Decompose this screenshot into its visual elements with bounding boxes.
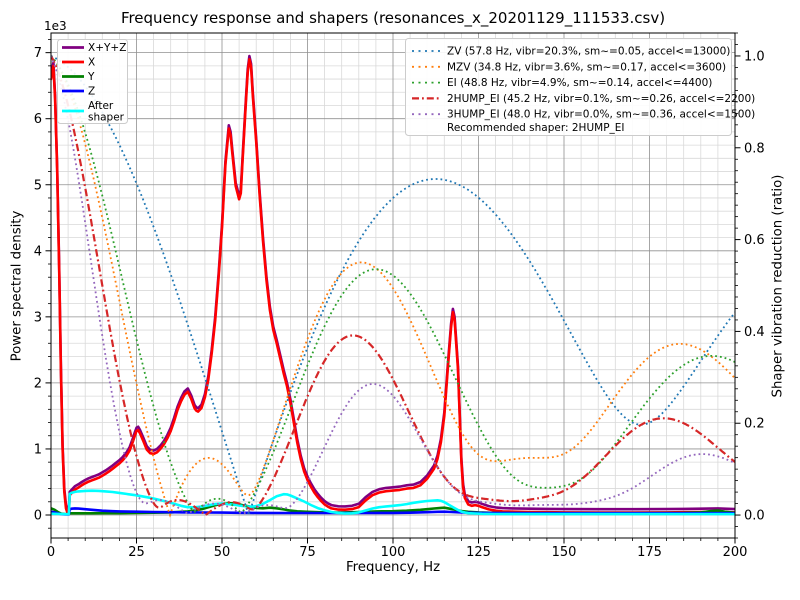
- left-y-tick-label: 0: [34, 509, 42, 524]
- legend-item-label: shaper: [88, 112, 125, 124]
- left-y-tick-label: 4: [34, 244, 42, 259]
- x-tick-label: 125: [466, 545, 491, 560]
- legend-item-label: X: [88, 57, 95, 69]
- x-tick-label: 100: [381, 545, 406, 560]
- shaper-legend: ZV (57.8 Hz, vibr=20.3%, sm~=0.05, accel…: [405, 38, 755, 136]
- right-y-axis-label: Shaper vibration reduction (ratio): [770, 174, 786, 398]
- shaper-curve-3hump_ei: [51, 55, 735, 515]
- psd-curve-after-shaper: [51, 489, 735, 516]
- legend-item-label: MZV (34.8 Hz, vibr=3.6%, sm~=0.17, accel…: [447, 61, 726, 73]
- legend-item-label: ZV (57.8 Hz, vibr=20.3%, sm~=0.05, accel…: [447, 46, 730, 58]
- x-tick-label: 25: [128, 545, 145, 560]
- x-tick-label: 150: [552, 545, 577, 560]
- left-y-tick-label: 6: [34, 112, 42, 127]
- legend-item-label: X+Y+Z: [88, 42, 126, 54]
- legend-item-label: Z: [88, 86, 95, 98]
- shaper-curve-zv: [51, 55, 735, 514]
- chart-title: Frequency response and shapers (resonanc…: [120, 9, 666, 27]
- y-axis-offset-text: 1e3: [44, 19, 67, 33]
- left-y-tick-label: 5: [34, 178, 42, 193]
- shaper-curve-mzv: [51, 55, 735, 518]
- x-tick-label: 175: [637, 545, 662, 560]
- right-y-tick-label: 0.0: [744, 509, 765, 524]
- psd-curve-x: [51, 58, 735, 515]
- right-y-tick-label: 0.2: [744, 417, 765, 432]
- x-tick-label: 75: [299, 545, 316, 560]
- x-tick-label: 50: [214, 545, 231, 560]
- x-tick-label: 0: [47, 545, 55, 560]
- left-y-tick-label: 1: [34, 442, 42, 457]
- legend-item-label: After: [88, 100, 114, 112]
- psd-curve-z: [51, 507, 735, 516]
- right-y-tick-label: 0.6: [744, 233, 765, 248]
- left-y-axis-label: Power spectral density: [9, 210, 25, 362]
- left-y-tick-label: 2: [34, 376, 42, 391]
- right-y-tick-label: 0.8: [744, 141, 765, 156]
- legend-item-label: 2HUMP_EI (45.2 Hz, vibr=0.1%, sm~=0.26, …: [447, 93, 755, 105]
- curves: [51, 54, 735, 518]
- axes: 0 25 50 75 100 125 150 175 200 0 1 2 3 4 5 6 7 0.0 0.2 0.4 0…: [34, 32, 765, 560]
- right-y-tick-label: 1.0: [744, 49, 765, 64]
- recommended-shaper-label: Recommended shaper: 2HUMP_EI: [447, 122, 625, 134]
- legend-item-label: EI (48.8 Hz, vibr=4.9%, sm~=0.14, accel<…: [447, 77, 712, 89]
- legend-item-label: Y: [87, 71, 95, 83]
- left-y-tick-label: 3: [34, 310, 42, 325]
- right-y-tick-label: 0.4: [744, 325, 765, 340]
- legend-item-label: 3HUMP_EI (48.0 Hz, vibr=0.0%, sm~=0.36, …: [447, 109, 755, 121]
- shaper-curve-ei: [51, 55, 735, 513]
- x-axis-label: Frequency, Hz: [345, 560, 441, 575]
- x-tick-label: 200: [723, 545, 748, 560]
- left-y-tick-label: 7: [34, 46, 42, 61]
